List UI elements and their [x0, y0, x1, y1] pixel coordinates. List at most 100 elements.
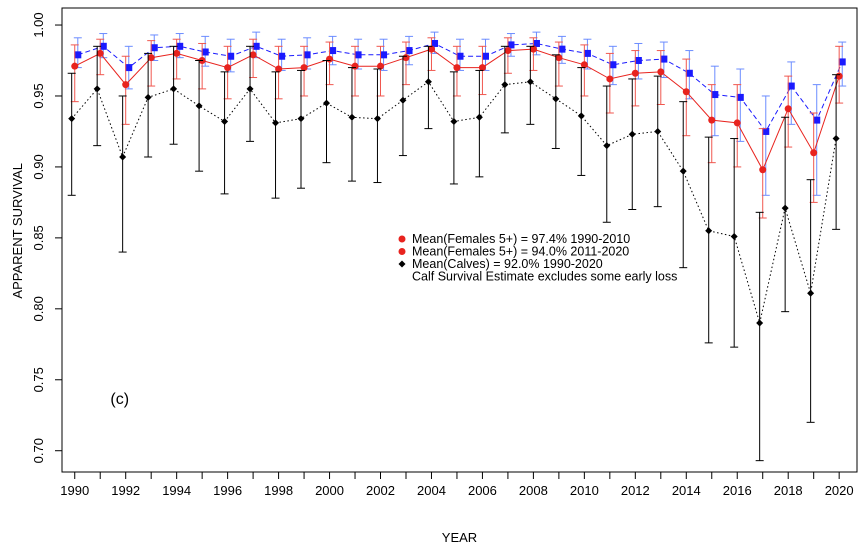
data-point-circle	[326, 55, 334, 63]
data-point-diamond	[399, 96, 407, 104]
legend-entry-females-2011-2020: Mean(Females 5+) = 94.0% 2011-2020	[412, 245, 629, 259]
data-point-circle	[835, 72, 843, 80]
data-point-diamond	[195, 102, 203, 110]
y-axis: 0.70 0.75 0.80 0.85 0.90 0.95 1.00	[31, 12, 62, 463]
data-point-diamond	[679, 167, 687, 175]
data-point-circle	[377, 62, 385, 70]
legend: Mean(Females 5+) = 97.4% 1990-2010 Mean(…	[398, 232, 677, 284]
data-point-circle	[606, 75, 614, 83]
legend-marker-females-1990-2010	[398, 235, 406, 243]
data-point-square	[405, 47, 413, 55]
y-tick-label: 0.75	[31, 367, 46, 392]
data-point-square	[558, 45, 566, 53]
x-tick-label: 2014	[672, 483, 701, 498]
data-point-square	[838, 58, 846, 66]
x-tick-label: 2008	[519, 483, 548, 498]
x-tick-label: 1998	[264, 483, 293, 498]
legend-note-calf-estimate: Calf Survival Estimate excludes some ear…	[412, 270, 677, 284]
data-point-circle	[249, 51, 257, 59]
data-point-diamond	[705, 227, 713, 235]
data-point-circle	[580, 61, 588, 69]
data-point-circle	[122, 81, 130, 89]
data-point-circle	[631, 69, 639, 77]
x-tick-label: 2018	[774, 483, 803, 498]
data-point-diamond	[170, 85, 178, 93]
x-tick-label: 2002	[366, 483, 395, 498]
data-point-circle	[759, 166, 767, 174]
x-tick-label: 1996	[213, 483, 242, 498]
data-point-square	[787, 82, 795, 90]
x-tick-label: 2010	[570, 483, 599, 498]
data-point-diamond	[424, 78, 432, 86]
data-point-square	[507, 41, 515, 49]
x-tick-label: 2016	[723, 483, 752, 498]
data-point-circle	[173, 49, 181, 57]
plot-frame	[61, 7, 858, 473]
legend-marker-females-2011-2020	[398, 248, 406, 255]
plot-border	[61, 7, 858, 473]
data-point-circle	[784, 105, 792, 113]
x-tick-label: 2000	[315, 483, 344, 498]
panel-label: (c)	[110, 391, 129, 408]
data-point-square	[227, 52, 235, 60]
data-point-square	[201, 48, 209, 56]
data-point-square	[176, 42, 184, 50]
y-tick-label: 1.00	[31, 12, 46, 37]
data-point-square	[685, 69, 693, 77]
data-point-diamond	[526, 78, 534, 86]
data-point-circle	[402, 54, 410, 62]
data-point-square	[711, 91, 719, 99]
data-point-diamond	[297, 115, 305, 123]
data-point-diamond	[373, 115, 381, 123]
data-point-diamond	[654, 127, 662, 135]
data-point-diamond	[68, 115, 76, 123]
data-point-square	[99, 42, 107, 50]
data-point-diamond	[552, 95, 560, 103]
y-tick-label: 0.70	[31, 438, 46, 463]
data-point-diamond	[348, 113, 356, 121]
data-point-diamond	[832, 135, 840, 143]
data-point-circle	[810, 149, 818, 157]
data-point-diamond	[93, 85, 101, 93]
x-axis: 1990 1992 1994 1996 1998 2000 2002 2004 2006 2008…	[60, 472, 854, 498]
y-tick-label: 0.85	[31, 225, 46, 250]
legend-entry-calves: Mean(Calves) = 92.0% 1990-2020	[412, 257, 603, 271]
data-point-square	[303, 51, 311, 59]
data-point-square	[431, 39, 439, 47]
data-point-square	[609, 61, 617, 69]
data-point-diamond	[603, 142, 611, 150]
data-point-diamond	[246, 85, 254, 93]
data-point-diamond	[730, 232, 738, 240]
data-point-diamond	[272, 119, 280, 127]
data-point-square	[252, 42, 260, 50]
data-point-circle	[657, 68, 665, 76]
data-point-diamond	[144, 93, 152, 101]
data-point-circle	[351, 62, 359, 70]
y-tick-label: 0.90	[31, 154, 46, 179]
y-tick-label: 0.80	[31, 296, 46, 321]
data-point-diamond	[807, 289, 815, 297]
data-point-circle	[478, 64, 486, 72]
series-layer	[67, 31, 847, 462]
data-point-square	[813, 116, 821, 124]
data-point-square	[660, 55, 668, 63]
data-point-diamond	[781, 204, 789, 212]
data-point-circle	[224, 64, 232, 72]
data-point-circle	[427, 45, 435, 53]
data-point-circle	[708, 116, 716, 124]
x-tick-label: 2004	[417, 483, 446, 498]
data-point-diamond	[628, 130, 636, 138]
data-point-square	[150, 44, 158, 52]
x-axis-title: YEAR	[442, 530, 477, 545]
data-point-diamond	[577, 112, 585, 120]
x-tick-label: 2006	[468, 483, 497, 498]
x-tick-label: 1994	[162, 483, 191, 498]
data-point-diamond	[475, 113, 483, 121]
series-calves	[67, 45, 841, 462]
data-point-circle	[96, 49, 104, 57]
data-point-circle	[529, 45, 537, 53]
data-point-square	[278, 52, 286, 60]
data-point-square	[583, 49, 591, 57]
x-tick-label: 1990	[60, 483, 89, 498]
